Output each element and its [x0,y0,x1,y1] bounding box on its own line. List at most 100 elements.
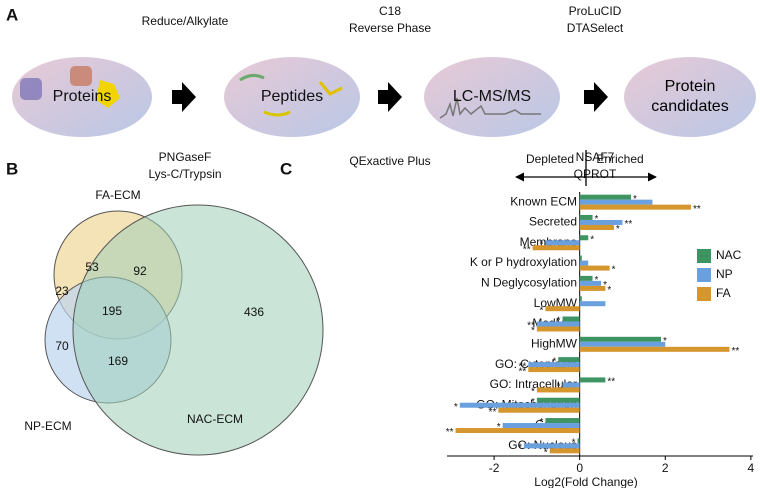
significance: * [540,305,544,316]
bar [577,438,580,444]
step-note: QPROT [574,167,617,181]
bar [498,407,580,413]
significance: * [572,437,576,448]
significance: * [540,417,544,428]
arrow [378,82,402,112]
bar [536,387,580,393]
significance: * [518,442,522,453]
significance: * [531,326,535,337]
significance: ** [731,346,739,357]
step-note: DTASelect [567,21,624,35]
significance: * [616,224,620,235]
significance: ** [489,407,497,418]
significance: * [552,356,556,367]
legend-label: NP [716,267,733,281]
bar [545,306,580,312]
set-circle [72,204,324,456]
significance: ** [624,219,632,230]
significance: * [612,265,616,276]
step-note: QExactive Plus [349,154,430,168]
significance: ** [519,366,527,377]
region-count: 195 [102,304,122,318]
arrow [584,82,608,112]
significance: * [557,382,561,393]
step-oval [12,57,152,137]
panel-label: B [6,159,18,178]
bar-chart: Depleted Enriched Log2(Fold Change) -2 0 2… [446,150,755,489]
region-count: 70 [55,339,69,353]
step-label: Peptides [261,88,323,105]
x-tick-label: 0 [576,461,583,475]
significance: * [540,239,544,250]
bar [579,255,582,261]
step-note: Reduce/Alkylate [142,14,229,28]
bar [579,336,661,342]
legend-swatch [697,268,711,282]
protein-icon [96,80,120,108]
step-note: Lys-C/Trypsin [148,167,221,181]
bar [528,362,580,368]
bar [502,423,580,429]
x-tick-label: -2 [489,461,500,475]
bar [536,321,580,327]
legend-label: FA [716,286,731,300]
bar [545,240,580,246]
significance: * [633,194,637,205]
significance: ** [693,204,701,215]
step-oval [624,57,756,137]
bar [579,224,614,230]
bar [579,346,730,352]
header-left: Depleted [526,152,574,166]
significance: * [590,234,594,245]
bar [579,341,666,347]
region-count: 23 [55,284,69,298]
set-label: FA-ECM [95,188,140,202]
protein-icon [70,66,92,86]
bar [536,326,580,332]
bar [562,316,580,322]
region-count: 53 [85,260,99,274]
significance: * [603,280,607,291]
x-tick-label: 4 [748,461,755,475]
bar [579,265,610,271]
x-tick-label: 2 [662,461,669,475]
significance: * [557,316,561,327]
bar [579,235,589,241]
bar [524,443,580,449]
region-count: 436 [244,305,264,319]
panel-label: A [6,5,18,24]
step-label: Proteins [53,88,112,105]
significance: * [607,285,611,296]
y-tick-label: K or P hydroxylation [470,255,577,269]
venn: FA-ECM NP-ECM NAC-ECM 53 92 23 195 70 16… [24,188,324,456]
significance: * [595,275,599,286]
step-note: Reverse Phase [349,21,431,35]
significance: ** [607,377,615,388]
step-oval [424,57,560,137]
y-tick-label: Known ECM [510,194,577,208]
y-tick-label: Secreted [529,215,577,229]
spectrum-icon [439,97,541,119]
bar [536,397,580,403]
bar [579,199,653,205]
step-note: PNGaseF [159,150,212,164]
panel-label: C [280,159,292,178]
step-label: Protein candidates [651,78,729,115]
significance: * [544,447,548,458]
bar [545,418,580,424]
significance: * [454,402,458,413]
bar [579,301,606,307]
bar [455,428,580,434]
significance: * [663,336,667,347]
bar [579,280,602,286]
peptide-icon [263,110,291,117]
bar [558,357,580,363]
peptide-icon [318,81,343,96]
bar [579,219,623,225]
set-label: NAC-ECM [187,412,243,426]
significance: * [595,214,599,225]
region-count: 169 [108,354,128,368]
bar [549,448,580,454]
protein-icon [20,78,42,100]
y-tick-label: HighMW [531,336,578,350]
